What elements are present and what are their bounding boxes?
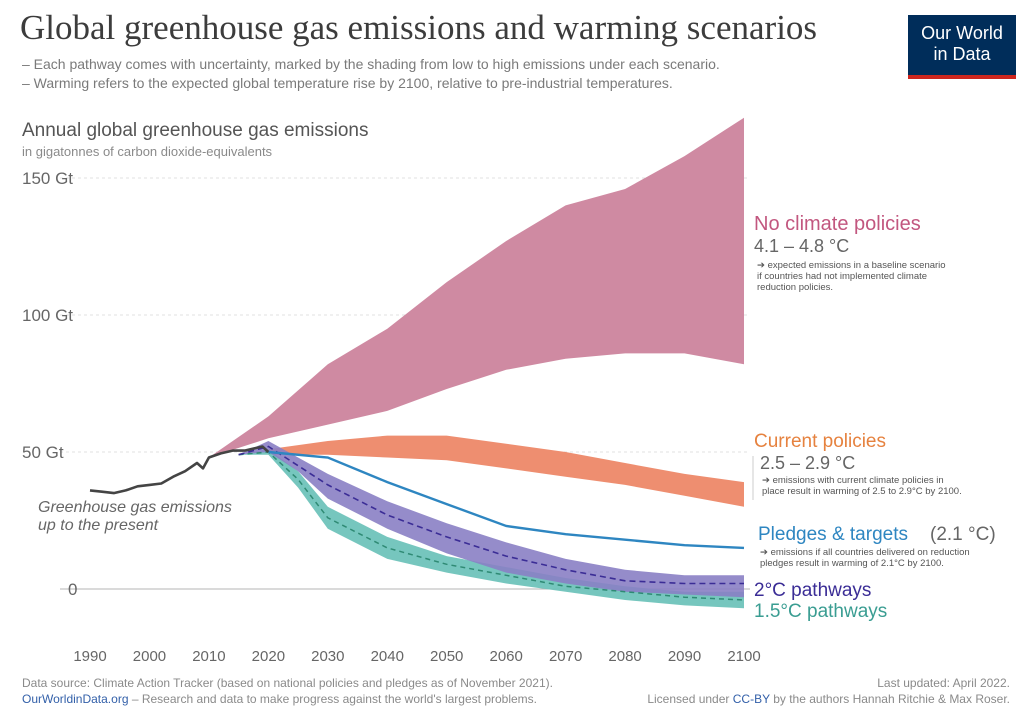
- license-suffix: by the authors Hannah Ritchie & Max Rose…: [769, 692, 1010, 706]
- logo-line-1: Our World: [921, 23, 1003, 43]
- label-2c-pathways: 2°C pathways: [754, 580, 871, 601]
- historical-label-line-1: Greenhouse gas emissions: [38, 499, 232, 516]
- data-source: Data source: Climate Action Tracker (bas…: [22, 676, 553, 690]
- x-tick-label-2080: 2080: [608, 648, 641, 665]
- warming-no-climate-policies: 4.1 – 4.8 °C: [754, 236, 849, 256]
- x-tick-label-2020: 2020: [252, 648, 285, 665]
- line-historical-emissions: [89, 445, 270, 495]
- note-no-climate-policies-1: ➔ expected emissions in a baseline scena…: [757, 260, 946, 271]
- x-tick-label-2000: 2000: [133, 648, 166, 665]
- x-tick-label-2100: 2100: [727, 648, 760, 665]
- historical-label-line-2: up to the present: [38, 517, 159, 534]
- line-2c-median: [238, 445, 744, 585]
- footer-tagline: – Research and data to make progress aga…: [128, 692, 538, 706]
- warming-current-policies: 2.5 – 2.9 °C: [760, 453, 855, 473]
- logo-line-2: in Data: [933, 44, 991, 64]
- note-no-climate-policies-3: reduction policies.: [757, 282, 833, 293]
- owid-logo[interactable]: Our World in Data: [908, 15, 1016, 79]
- note-current-policies-2: place result in warming of 2.5 to 2.9°C …: [762, 486, 962, 497]
- y-tick-label-50: 50 Gt: [22, 443, 64, 462]
- x-tick-label-2070: 2070: [549, 648, 582, 665]
- note-pledges-targets-1: ➔ emissions if all countries delivered o…: [760, 547, 970, 558]
- warming-pledges-targets: (2.1 °C): [930, 524, 996, 545]
- y-tick-label-100: 100 Gt: [22, 306, 73, 325]
- label-current-policies: Current policies: [754, 431, 886, 452]
- y-tick-label-150: 150 Gt: [22, 169, 73, 188]
- y-axis-subtitle: in gigatonnes of carbon dioxide-equivale…: [22, 144, 273, 159]
- label-no-climate-policies: No climate policies: [754, 213, 921, 235]
- license-link[interactable]: CC-BY: [732, 692, 770, 706]
- subtitle-uncertainty: – Each pathway comes with uncertainty, m…: [22, 56, 720, 72]
- x-tick-label-2050: 2050: [430, 648, 463, 665]
- label-pledges-targets: Pledges & targets: [758, 524, 908, 545]
- last-updated: Last updated: April 2022.: [877, 676, 1010, 690]
- note-current-policies-1: ➔ emissions with current climate policie…: [762, 475, 944, 486]
- x-tick-label-2010: 2010: [192, 648, 225, 665]
- subtitle-warming: – Warming refers to the expected global …: [22, 75, 673, 91]
- license-line: Licensed under CC-BY by the authors Hann…: [647, 692, 1010, 706]
- note-no-climate-policies-2: if countries had not implemented climate: [757, 271, 927, 282]
- band-2c-pathways: [238, 441, 744, 598]
- note-pledges-targets-2: pledges result in warming of 2.1°C by 21…: [760, 558, 944, 569]
- x-tick-label-2090: 2090: [668, 648, 701, 665]
- x-tick-label-1990: 1990: [73, 648, 106, 665]
- band-no-climate-policies: [208, 117, 744, 458]
- line-1-5c-median: [238, 451, 745, 601]
- line-pledges-targets: [268, 450, 745, 550]
- owid-site-link[interactable]: OurWorldinData.org: [22, 692, 129, 706]
- x-tick-label-2040: 2040: [371, 648, 404, 665]
- footer-site-line: OurWorldinData.org – Research and data t…: [22, 692, 537, 706]
- y-axis-title: Annual global greenhouse gas emissions: [22, 120, 369, 141]
- x-tick-label-2030: 2030: [311, 648, 344, 665]
- x-tick-label-2060: 2060: [489, 648, 522, 665]
- band-current-policies: [268, 435, 744, 507]
- chart-title: Global greenhouse gas emissions and warm…: [20, 8, 818, 47]
- y-tick-label-0: 0: [68, 580, 77, 599]
- label-1-5c-pathways: 1.5°C pathways: [754, 601, 887, 622]
- license-prefix: Licensed under: [647, 692, 733, 706]
